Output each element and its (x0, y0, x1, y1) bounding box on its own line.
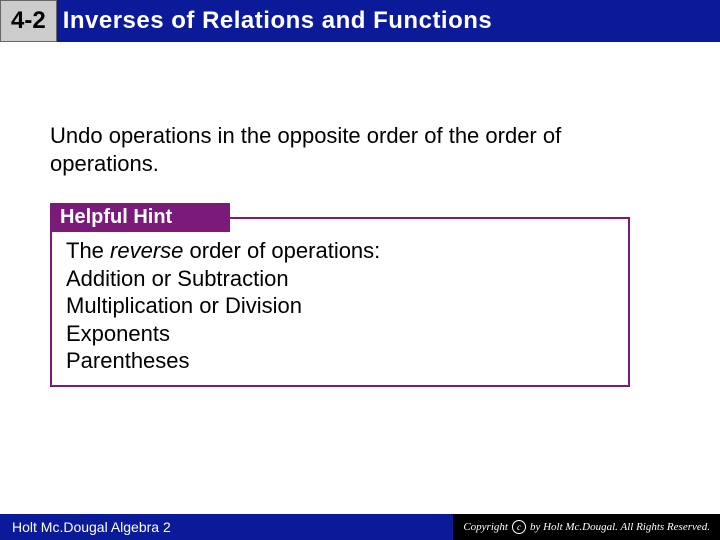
hint-line-1: Addition or Subtraction (66, 265, 614, 293)
hint-box: The reverse order of operations: Additio… (50, 217, 630, 387)
hint-container: Helpful Hint The reverse order of operat… (50, 217, 670, 387)
hint-line-2: Multiplication or Division (66, 292, 614, 320)
hint-label: Helpful Hint (50, 203, 230, 232)
footer-textbook: Holt Mc.Dougal Algebra 2 (12, 519, 171, 535)
section-number-badge: 4-2 (0, 0, 57, 42)
slide-title-bar: Inverses of Relations and Functions (57, 0, 720, 42)
section-number: 4-2 (11, 7, 46, 35)
slide-title: Inverses of Relations and Functions (63, 7, 493, 35)
copyright-prefix: Copyright (463, 521, 508, 533)
hint-intro-italic: reverse (110, 238, 183, 263)
slide-header: 4-2 Inverses of Relations and Functions (0, 0, 720, 42)
hint-intro: The reverse order of operations: (66, 237, 614, 265)
footer-copyright: Copyright c by Holt Mc.Dougal. All Right… (453, 514, 720, 540)
footer-left: Holt Mc.Dougal Algebra 2 (0, 514, 453, 540)
hint-line-3: Exponents (66, 320, 614, 348)
instruction-text: Undo operations in the opposite order of… (50, 122, 670, 177)
copyright-suffix: by Holt Mc.Dougal. All Rights Reserved. (530, 521, 710, 533)
hint-line-4: Parentheses (66, 347, 614, 375)
hint-intro-prefix: The (66, 238, 110, 263)
copyright-icon: c (512, 520, 526, 534)
hint-intro-suffix: order of operations: (183, 238, 380, 263)
slide-content: Undo operations in the opposite order of… (0, 42, 720, 387)
slide-footer: Holt Mc.Dougal Algebra 2 Copyright c by … (0, 514, 720, 540)
